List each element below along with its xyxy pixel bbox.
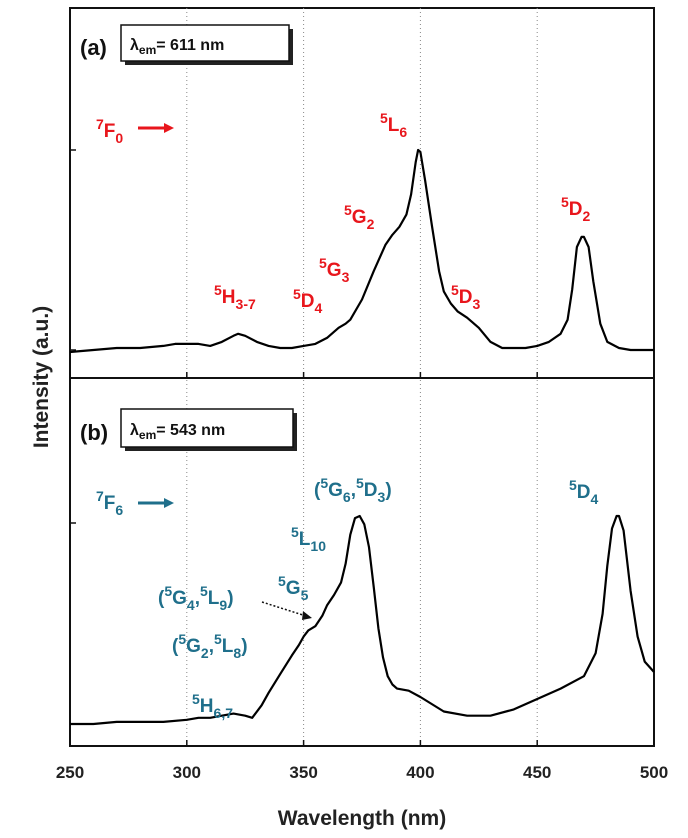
svg-text:7F6: 7F6 [96,488,123,518]
panel-b-annotations: 5H6,7 (5G2,5L8) (5G4,5L9) 5G5 5L10 (5G6,5D3) 5… [158,475,599,721]
panel-b-lambda-label: λem= 543 nm [130,422,225,442]
annotation-5G3: 5G3 [319,255,350,285]
x-tick-label-500: 500 [640,763,668,782]
axis-ticks [69,149,655,746]
y-axis-title: Intensity (a.u.) [30,306,53,448]
annotation-H67: 5H6,7 [192,691,233,721]
panel-b-label: (b) [80,420,108,445]
x-tick-label-450: 450 [523,763,551,782]
panel-a-arrowhead-icon [164,123,174,133]
panel-a-series-line [69,148,654,354]
annotation-G4L9: (5G4,5L9) [158,583,234,613]
annotation-5D3: 5D3 [451,282,481,312]
panel-a-ground-state: 7F0 [96,116,174,146]
annotation-D4b: 5D4 [569,477,599,507]
annotation-5L6: 5L6 [380,110,407,140]
x-tick-label-300: 300 [173,763,201,782]
annotation-L10: 5L10 [291,524,326,554]
annotation-5H3-7: 5H3-7 [214,282,256,312]
annotation-G6D3: (5G6,5D3) [314,475,392,505]
annotation-5D4: 5D4 [293,286,323,316]
G4L9-pointer-arrowhead-icon [302,611,312,620]
panel-b-ground-state: 7F6 [96,488,174,518]
svg-text:7F0: 7F0 [96,116,123,146]
annotation-G5: 5G5 [278,573,309,603]
x-tick-label-400: 400 [406,763,434,782]
panel-b-arrowhead-icon [164,498,174,508]
panel-b-lambda-box [120,408,294,448]
x-tick-label-350: 350 [289,763,317,782]
panel-b-series-line [70,514,655,726]
panel-a-lambda-box [120,24,290,62]
x-tick-label-250: 250 [56,763,84,782]
annotation-5G2: 5G2 [344,202,375,232]
x-axis-title: Wavelength (nm) [278,807,446,830]
x-tick-labels: 250 300 350 400 450 500 [56,763,668,782]
annotation-G2L8: (5G2,5L8) [172,631,248,661]
panel-a-lambda-label: λem= 611 nm [130,37,224,57]
panel-a-label: (a) [80,35,107,60]
panel-a-annotations: 5H3-7 5D4 5G3 5G2 5L6 5D3 5D2 [214,110,591,316]
G4L9-pointer [261,601,307,617]
annotation-5D2: 5D2 [561,194,591,224]
